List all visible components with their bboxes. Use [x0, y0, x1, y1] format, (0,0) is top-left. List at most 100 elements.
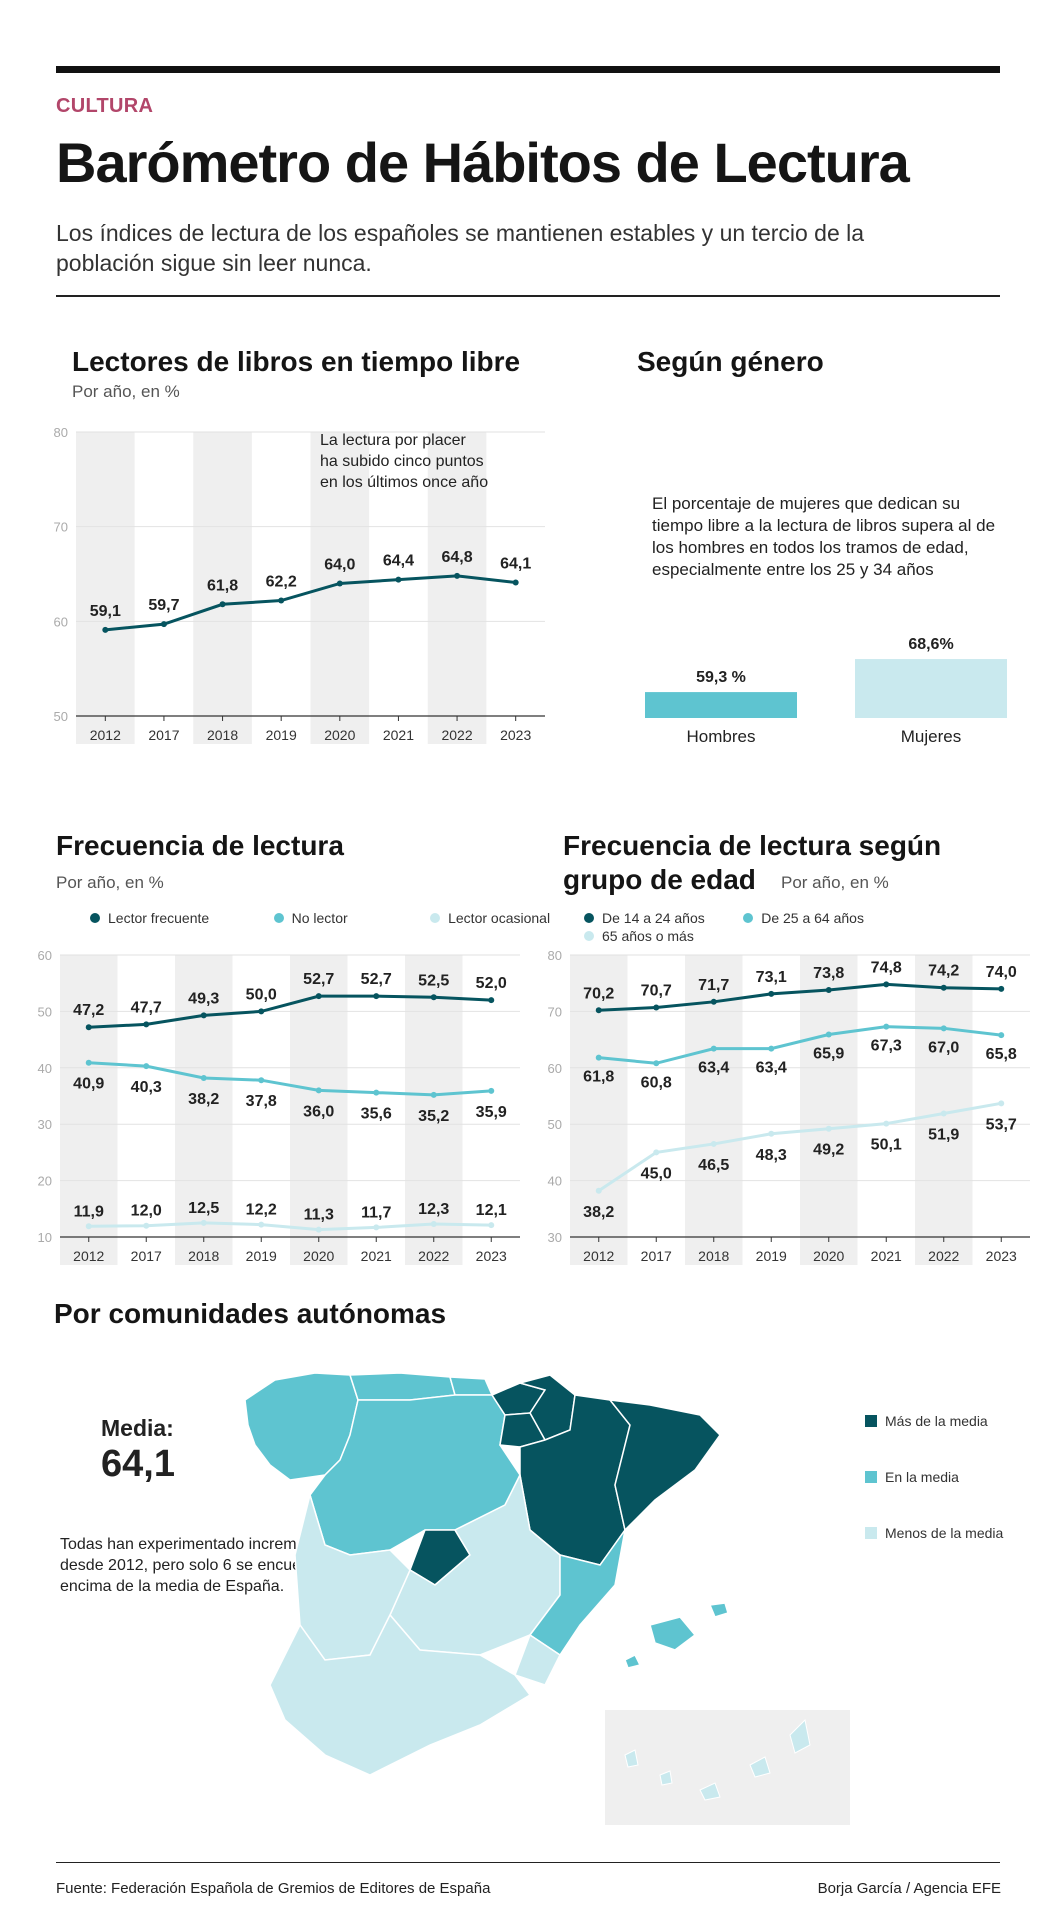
map-legend-item: Más de la media: [865, 1413, 1003, 1429]
data-point: [595, 1007, 602, 1014]
data-label: 64,1: [500, 556, 531, 573]
x-tick-label: 2017: [641, 1248, 672, 1264]
bar-value-label: 68,6%: [908, 636, 953, 653]
data-point: [595, 1054, 602, 1061]
data-label: 71,7: [698, 977, 729, 994]
legend-label: De 14 a 24 años: [602, 910, 705, 926]
lectores-unit: Por año, en %: [72, 382, 180, 401]
annotation-line: ha subido cinco puntos: [320, 453, 484, 470]
data-label: 65,8: [986, 1046, 1017, 1063]
region-cataluna: [608, 1399, 721, 1532]
data-label: 64,8: [441, 549, 472, 566]
x-tick-label: 2023: [500, 727, 531, 743]
data-point: [85, 1223, 92, 1230]
data-point: [85, 1024, 92, 1031]
data-label: 51,9: [928, 1126, 959, 1143]
legend-label: Más de la media: [885, 1413, 988, 1429]
header-rule: [56, 295, 1000, 297]
x-tick-label: 2012: [90, 727, 121, 743]
data-label: 52,7: [361, 971, 392, 988]
data-label: 64,0: [324, 556, 355, 573]
legend-swatch-dark: [865, 1415, 877, 1427]
legend-swatch-light: [865, 1527, 877, 1539]
x-tick-label: 2023: [476, 1248, 507, 1264]
data-label: 49,2: [813, 1142, 844, 1159]
annotation-line: en los últimos once año: [320, 474, 488, 491]
y-tick-label: 40: [38, 1061, 52, 1076]
edad-chart: 30 40 50 60 70 80 2012 2017 2018 2019 2020 2021 2022…: [548, 948, 1030, 1265]
edad-legend: De 14 a 24 años De 25 a 64 años 65 años …: [584, 910, 1057, 946]
lectores-chart: 50 60 70 80 2012 2017 2018 2019 2020 2021 2022 2023…: [54, 425, 545, 744]
x-tick-label: 2023: [986, 1248, 1017, 1264]
legend-item: Lector frecuente: [90, 910, 209, 926]
data-point: [883, 981, 890, 988]
data-point: [710, 998, 717, 1005]
series-line-0: [88, 994, 492, 1029]
data-label: 11,3: [304, 1207, 334, 1224]
data-label: 60,8: [641, 1074, 672, 1091]
region-canarias: [624, 1718, 811, 1801]
data-point: [998, 985, 1005, 992]
x-tick-label: 2012: [583, 1248, 614, 1264]
x-tick-label: 2021: [361, 1248, 392, 1264]
data-point: [768, 1045, 775, 1052]
genero-note: El porcentaje de mujeres que dedican su …: [652, 494, 996, 579]
region-baleares: [649, 1616, 697, 1651]
x-tick-label: 2019: [756, 1248, 787, 1264]
data-label: 67,3: [871, 1038, 902, 1055]
data-label: 59,1: [90, 603, 121, 620]
data-label: 65,9: [813, 1046, 844, 1063]
data-label: 73,1: [756, 969, 787, 986]
y-tick-label: 10: [38, 1230, 52, 1245]
data-label: 11,7: [361, 1204, 391, 1221]
y-tick-label: 40: [548, 1174, 562, 1189]
legend-dot-light: [430, 913, 441, 923]
page-subtitle: Los índices de lectura de los españoles …: [56, 220, 865, 276]
x-tick-label: 2017: [148, 727, 179, 743]
data-label: 37,8: [246, 1093, 277, 1110]
region-asturias: [348, 1372, 456, 1401]
x-tick-label: 2021: [871, 1248, 902, 1264]
legend-dot-mid: [273, 913, 284, 923]
data-point: [200, 1012, 207, 1019]
x-tick-label: 2018: [188, 1248, 219, 1264]
data-label: 61,8: [583, 1069, 614, 1086]
data-point: [258, 1077, 265, 1084]
comunidades-title: Por comunidades autónomas: [54, 1298, 447, 1329]
legend-item: Lector ocasional: [430, 910, 550, 926]
footer-source: Fuente: Federación Española de Gremios d…: [56, 1880, 491, 1897]
y-tick-label: 80: [54, 425, 68, 440]
band-2018: [175, 955, 233, 1265]
bar-category-label: Hombres: [687, 727, 756, 746]
data-label: 48,3: [756, 1147, 787, 1164]
x-tick-label: 2012: [73, 1248, 104, 1264]
data-label: 12,5: [188, 1200, 219, 1217]
legend-swatch-mid: [865, 1471, 877, 1483]
data-label: 47,7: [131, 999, 162, 1016]
footer-rule: [56, 1862, 1000, 1863]
data-point: [512, 579, 519, 586]
y-tick-label: 60: [38, 948, 52, 963]
data-label: 35,6: [361, 1106, 392, 1123]
y-tick-label: 70: [54, 520, 68, 535]
media-value: 64,1: [101, 1443, 175, 1485]
data-label: 12,3: [418, 1201, 449, 1218]
data-label: 53,7: [986, 1116, 1017, 1133]
data-label: 63,4: [756, 1060, 787, 1077]
data-point: [710, 1140, 717, 1147]
data-label: 38,2: [583, 1204, 614, 1221]
x-tick-label: 2019: [266, 727, 297, 743]
data-point: [200, 1219, 207, 1226]
bar-hombres: [645, 692, 797, 718]
data-label: 36,0: [303, 1103, 334, 1120]
region-valencia: [528, 1529, 626, 1657]
data-point: [653, 1060, 660, 1067]
data-point: [710, 1045, 717, 1052]
data-label: 61,8: [207, 577, 238, 594]
data-point: [998, 1100, 1005, 1107]
legend-label: Menos de la media: [885, 1525, 1004, 1541]
band-2020: [290, 955, 348, 1265]
x-tick-label: 2022: [928, 1248, 959, 1264]
data-point: [258, 1221, 265, 1228]
series-line-2: [597, 1101, 1002, 1192]
